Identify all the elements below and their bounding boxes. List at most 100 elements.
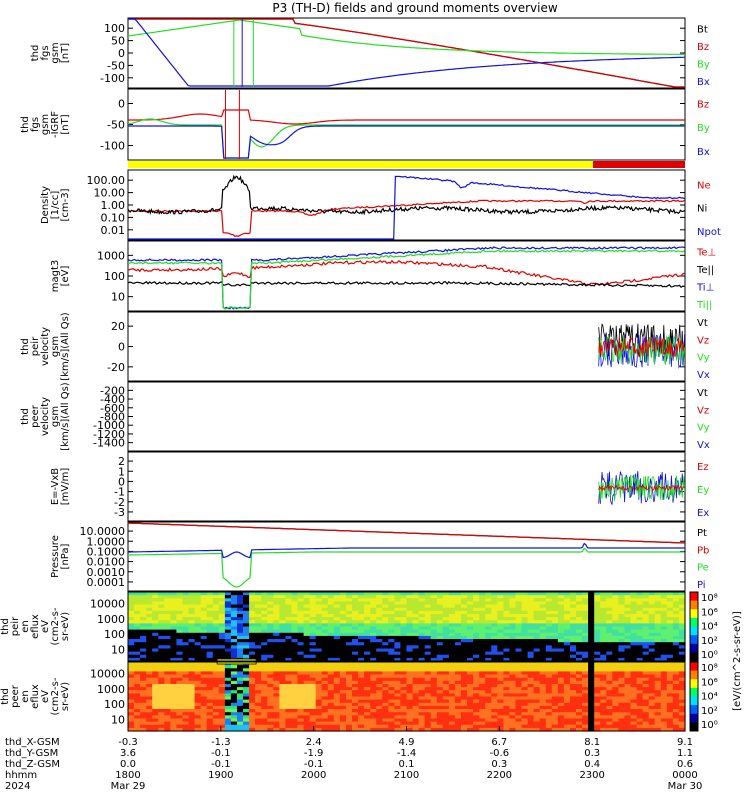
spec-cell — [164, 595, 171, 599]
spec-cell — [473, 684, 480, 688]
spec-cell — [473, 709, 480, 713]
spec-cell — [224, 696, 232, 701]
spec-cell — [430, 668, 438, 672]
spec-cell — [594, 724, 601, 729]
y-axis-label: velocity — [40, 397, 51, 436]
spec-cell — [370, 709, 377, 713]
spec-cell — [521, 699, 529, 704]
spec-cell — [454, 592, 462, 596]
spec-cell — [164, 651, 171, 656]
spec-cell — [176, 680, 184, 685]
axis-row-value: -1.4 — [397, 748, 417, 759]
spec-cell — [412, 632, 420, 637]
spec-cell — [551, 677, 559, 682]
spec-cell — [527, 696, 535, 701]
spec-cell — [436, 592, 444, 596]
series-vy — [598, 334, 686, 365]
spec-cell — [400, 604, 408, 609]
spec-cell — [497, 724, 504, 729]
spec-cell — [182, 705, 190, 710]
spec-cell — [164, 614, 171, 618]
spec-cell — [521, 620, 529, 624]
y-axis-label: thd — [20, 116, 31, 133]
spec-cell — [491, 680, 498, 685]
spec-cell — [358, 632, 365, 637]
spec-cell — [539, 671, 547, 676]
spec-cell — [243, 668, 250, 672]
spec-cell — [539, 662, 547, 666]
spec-cell — [140, 727, 147, 732]
spec-cell — [346, 620, 353, 624]
spec-cell — [249, 668, 256, 672]
spec-cell — [370, 620, 377, 624]
spec-cell — [194, 671, 202, 676]
spec-cell — [527, 620, 535, 624]
spec-cell — [424, 705, 432, 710]
spec-cell — [588, 709, 595, 713]
spec-cell — [358, 607, 365, 612]
spec-cell — [618, 690, 626, 694]
series-teperp — [127, 259, 685, 287]
spec-cell — [200, 635, 208, 640]
spec-cell — [412, 709, 420, 713]
spec-cell — [533, 651, 541, 656]
spec-cell — [376, 648, 383, 653]
spec-cell — [364, 705, 371, 710]
spec-cell — [406, 671, 414, 676]
spec-cell — [388, 671, 395, 676]
spec-cell — [273, 724, 280, 729]
spec-cell — [182, 721, 190, 726]
spec-cell — [285, 696, 293, 701]
spec-cell — [237, 724, 244, 729]
spec-cell — [527, 699, 535, 704]
y-tick-label: 1.0000 — [87, 535, 126, 548]
spec-cell — [436, 668, 444, 672]
spec-cell — [406, 712, 414, 716]
spec-cell — [243, 620, 250, 624]
spec-cell — [527, 645, 535, 649]
spec-cell — [491, 705, 498, 710]
spec-cell — [218, 645, 226, 649]
spec-cell — [200, 629, 208, 634]
spec-cell — [237, 680, 244, 685]
spec-cell — [382, 651, 389, 656]
spec-cell — [327, 696, 335, 701]
spec-cell — [291, 639, 299, 643]
spec-cell — [563, 724, 571, 729]
spec-cell — [527, 709, 535, 713]
spec-cell — [261, 724, 268, 729]
spec-cell — [594, 654, 601, 659]
spec-cell — [442, 702, 450, 707]
spec-cell — [224, 614, 232, 618]
spec-cell — [551, 684, 559, 688]
spec-cell — [388, 721, 395, 726]
spec-cell — [666, 699, 674, 704]
spec-cell — [224, 620, 232, 624]
spec-cell — [527, 610, 535, 615]
spec-cell — [527, 604, 535, 609]
spec-cell — [660, 677, 668, 682]
spec-cell — [194, 702, 202, 707]
spec-cell — [509, 696, 517, 701]
spec-cell — [249, 595, 256, 599]
spec-cell — [388, 598, 395, 602]
spec-cell — [194, 595, 202, 599]
spec-cell — [606, 654, 613, 659]
spec-cell — [164, 629, 171, 634]
spec-cell — [491, 614, 498, 618]
spec-cell — [630, 617, 638, 621]
spec-cell — [612, 623, 619, 628]
spec-cell — [648, 712, 656, 716]
spec-cell — [212, 639, 220, 643]
spec-cell — [497, 718, 504, 723]
spec-cell — [660, 657, 668, 662]
spec-cell — [134, 592, 141, 596]
spec-cell — [224, 607, 232, 612]
spec-cell — [370, 721, 377, 726]
spec-cell — [382, 620, 389, 624]
spec-cell — [249, 635, 256, 640]
spec-cell — [624, 709, 632, 713]
spec-cell — [237, 642, 244, 646]
axis-row-value: 2.4 — [306, 737, 322, 748]
spec-cell — [327, 684, 335, 688]
